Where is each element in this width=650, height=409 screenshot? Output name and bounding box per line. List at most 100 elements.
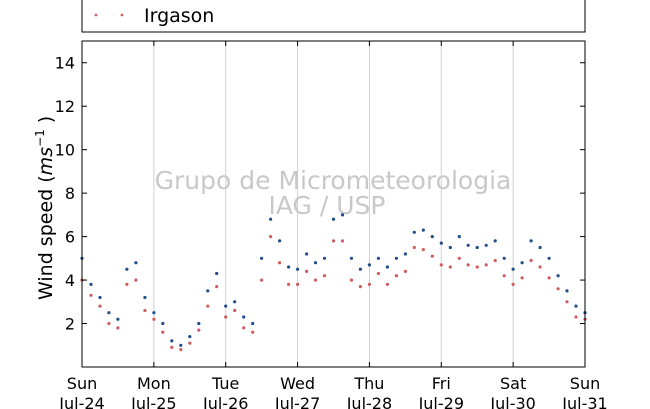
data-point xyxy=(556,287,560,291)
data-point xyxy=(179,348,183,352)
y-tick-label: 2 xyxy=(65,315,75,334)
plot-frame xyxy=(81,40,586,368)
legend-marker-dot xyxy=(94,13,98,17)
data-point xyxy=(179,343,183,347)
data-point xyxy=(98,295,102,300)
data-point xyxy=(529,239,533,243)
data-point xyxy=(574,304,578,308)
data-point xyxy=(385,282,389,286)
data-point xyxy=(161,321,165,326)
data-point xyxy=(403,269,407,273)
data-point xyxy=(305,269,309,273)
data-point xyxy=(269,235,273,239)
data-point xyxy=(538,265,542,269)
x-tick-label-date: Jul-26 xyxy=(202,394,248,409)
y-axis: 2 4 6 8 10 12 14 xyxy=(55,54,585,334)
data-point xyxy=(511,267,515,271)
data-point xyxy=(421,228,425,232)
data-points xyxy=(80,213,587,352)
data-point xyxy=(242,315,246,319)
data-point xyxy=(331,239,336,243)
y-axis-label-main: Wind speed ( xyxy=(35,175,57,300)
y-tick-label: 12 xyxy=(55,97,75,116)
data-point xyxy=(367,282,371,286)
data-point xyxy=(134,261,138,265)
data-point xyxy=(349,278,354,282)
data-point xyxy=(340,239,345,243)
data-point xyxy=(224,315,228,319)
data-point xyxy=(322,274,327,278)
data-point xyxy=(412,245,416,250)
data-point xyxy=(466,243,470,247)
series-irgason xyxy=(80,235,587,352)
legend-marker-dot xyxy=(120,13,124,17)
data-point xyxy=(206,304,210,308)
y-axis-label-exponent: −1 xyxy=(33,129,47,147)
data-point xyxy=(358,285,362,289)
data-point xyxy=(125,267,129,271)
data-point xyxy=(134,278,138,282)
data-point xyxy=(152,317,156,321)
data-point xyxy=(322,256,327,260)
data-point xyxy=(296,282,300,286)
data-point xyxy=(107,321,111,326)
data-point xyxy=(520,276,524,280)
data-point xyxy=(215,271,219,276)
data-point xyxy=(502,256,506,260)
data-point xyxy=(89,293,93,297)
data-point xyxy=(565,289,569,293)
x-tick-label-day: Wed xyxy=(280,374,315,393)
data-point xyxy=(403,252,407,256)
data-point xyxy=(287,282,291,286)
data-point xyxy=(116,326,120,330)
vertical-gridlines xyxy=(153,41,514,367)
data-point xyxy=(197,328,201,332)
data-point xyxy=(439,241,443,245)
data-point xyxy=(457,256,461,260)
x-tick-label-date: Jul-31 xyxy=(561,394,607,409)
data-point xyxy=(538,245,542,250)
data-point xyxy=(421,248,425,252)
data-point xyxy=(394,274,398,278)
legend-entry-irgason: Irgason xyxy=(144,5,214,27)
data-point xyxy=(188,341,192,345)
x-tick-label-date: Jul-27 xyxy=(274,394,320,409)
x-tick-label-day: Sun xyxy=(67,374,97,393)
data-point xyxy=(206,289,210,293)
data-point xyxy=(251,321,255,326)
data-point xyxy=(394,256,398,260)
x-tick-label-date: Jul-29 xyxy=(418,394,464,409)
data-point xyxy=(98,304,102,308)
data-point xyxy=(296,267,300,271)
legend-frame xyxy=(81,0,586,33)
data-point xyxy=(484,243,488,247)
data-point xyxy=(331,217,336,221)
data-point xyxy=(493,258,497,263)
data-point xyxy=(376,271,380,276)
watermark-line-1: Grupo de Micrometeorologia xyxy=(155,166,512,195)
data-point xyxy=(170,345,174,349)
x-tick-label-date: Jul-30 xyxy=(489,394,535,409)
data-point xyxy=(412,230,416,234)
data-point xyxy=(197,321,201,326)
data-point xyxy=(215,285,219,289)
data-point xyxy=(287,265,291,269)
data-point xyxy=(475,245,479,250)
data-point xyxy=(529,258,533,263)
y-tick-label: 6 xyxy=(65,228,75,247)
data-point xyxy=(170,339,174,343)
data-point xyxy=(520,261,524,265)
data-point xyxy=(376,256,380,260)
y-axis-label: Wind speed (ms−1) xyxy=(33,116,57,300)
x-tick-label-date: Jul-28 xyxy=(346,394,392,409)
data-point xyxy=(502,274,506,278)
data-point xyxy=(260,278,264,282)
data-point xyxy=(430,254,434,258)
x-tick-label-day: Fri xyxy=(432,374,451,393)
data-point xyxy=(547,276,551,280)
data-point xyxy=(116,317,120,321)
data-point xyxy=(305,252,309,256)
data-point xyxy=(233,308,237,313)
y-tick-label: 10 xyxy=(55,141,75,160)
